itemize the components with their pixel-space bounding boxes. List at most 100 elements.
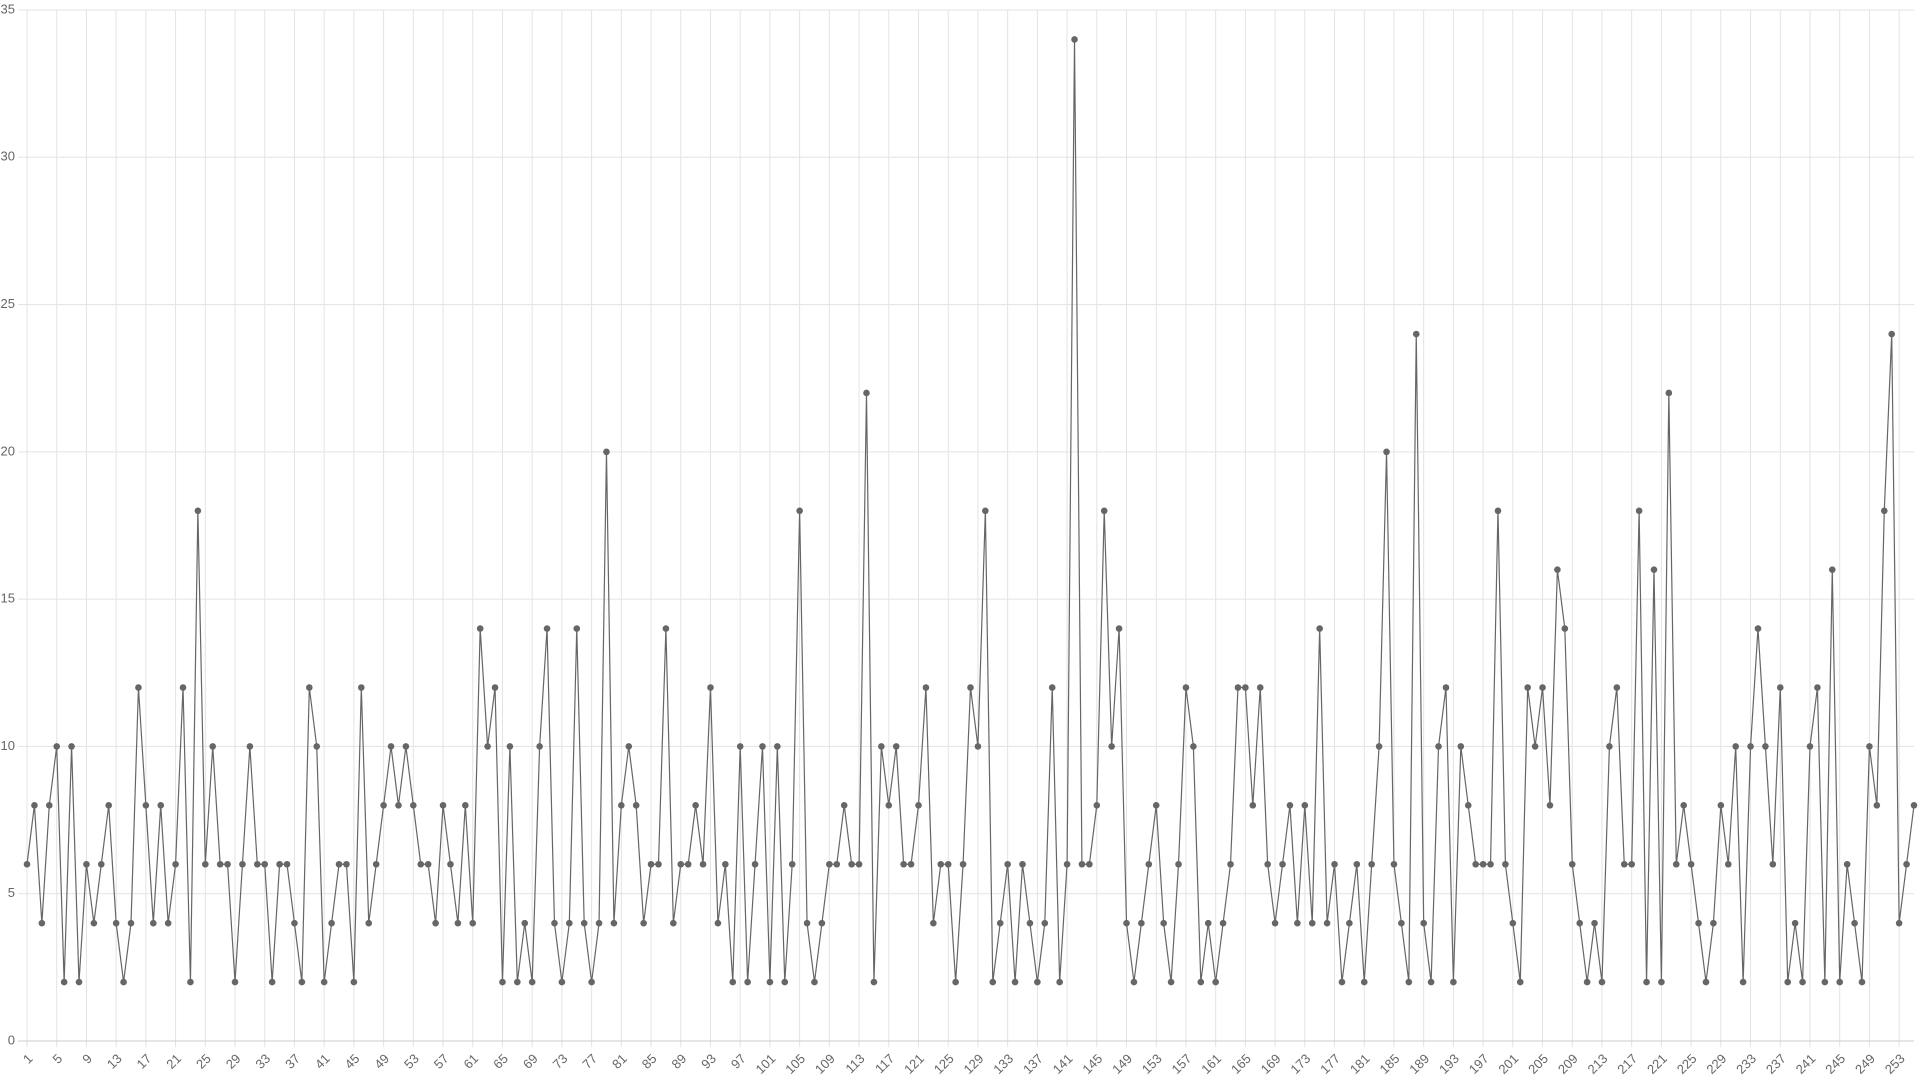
data-point xyxy=(937,860,945,868)
data-point xyxy=(1316,625,1323,632)
data-point xyxy=(1583,978,1591,986)
data-point xyxy=(1472,860,1479,868)
x-tick-label: 77 xyxy=(579,1051,600,1072)
data-point xyxy=(343,860,350,868)
y-tick-label: 0 xyxy=(8,1032,15,1047)
data-point xyxy=(632,802,640,809)
data-point xyxy=(1034,978,1041,986)
x-tick-label: 69 xyxy=(520,1051,541,1072)
data-point xyxy=(1643,978,1650,986)
x-tick-label: 81 xyxy=(609,1051,630,1072)
x-tick-label: 25 xyxy=(193,1051,214,1072)
data-point xyxy=(268,978,276,986)
data-point xyxy=(840,802,848,809)
data-point xyxy=(1717,802,1725,809)
data-point xyxy=(1108,743,1115,750)
data-point xyxy=(1331,860,1338,868)
data-point xyxy=(1762,743,1769,750)
data-point xyxy=(298,978,306,986)
y-tick-label: 20 xyxy=(1,443,15,458)
data-point xyxy=(1880,507,1888,515)
data-point xyxy=(595,919,603,927)
data-point xyxy=(982,507,989,515)
data-point xyxy=(1910,802,1918,809)
data-point xyxy=(811,978,818,986)
x-tick-label: 185 xyxy=(1377,1051,1403,1077)
data-point xyxy=(395,802,402,809)
data-point xyxy=(1130,978,1138,986)
data-point xyxy=(127,919,135,927)
data-point xyxy=(788,860,796,868)
data-point xyxy=(1843,860,1851,868)
data-point xyxy=(1836,978,1844,986)
x-tick-label: 237 xyxy=(1763,1051,1789,1077)
data-point xyxy=(1509,919,1517,927)
data-point xyxy=(97,860,105,868)
data-point xyxy=(45,802,53,809)
x-tick-label: 73 xyxy=(550,1051,571,1072)
data-point xyxy=(135,684,142,691)
data-point xyxy=(870,978,878,986)
x-tick-label: 49 xyxy=(371,1051,392,1072)
data-point xyxy=(1494,507,1502,515)
data-point xyxy=(1256,684,1264,691)
x-tick-label: 29 xyxy=(223,1051,244,1072)
data-point xyxy=(454,919,462,927)
x-tick-label: 93 xyxy=(698,1051,719,1072)
x-tick-label: 213 xyxy=(1585,1051,1611,1077)
data-point xyxy=(1011,978,1019,986)
data-point xyxy=(1427,978,1435,986)
data-point xyxy=(462,802,469,809)
data-point xyxy=(1851,919,1858,927)
data-point xyxy=(432,919,439,927)
data-point xyxy=(1123,919,1130,927)
data-point xyxy=(1145,860,1153,868)
x-tick-label: 53 xyxy=(401,1051,422,1072)
data-point xyxy=(1234,684,1242,691)
data-point xyxy=(410,802,417,809)
data-point xyxy=(365,919,373,927)
x-tick-label: 129 xyxy=(961,1051,987,1077)
data-point xyxy=(1078,860,1086,868)
data-point xyxy=(677,860,685,868)
x-tick-label: 125 xyxy=(931,1051,957,1077)
data-point xyxy=(1702,978,1710,986)
data-point xyxy=(1791,919,1799,927)
data-point xyxy=(930,919,937,927)
data-point xyxy=(952,978,959,986)
data-point xyxy=(885,802,893,809)
data-point xyxy=(1561,625,1569,632)
data-point xyxy=(53,743,61,750)
data-point xyxy=(1858,978,1866,986)
data-point xyxy=(239,860,246,868)
data-line xyxy=(26,39,1915,983)
data-point xyxy=(1539,684,1546,691)
data-point xyxy=(714,919,722,927)
data-point xyxy=(1115,625,1123,632)
x-tick-label: 149 xyxy=(1109,1051,1135,1077)
data-point xyxy=(417,860,425,868)
x-tick-label: 253 xyxy=(1882,1051,1908,1077)
data-point xyxy=(439,802,447,809)
data-point xyxy=(1665,389,1673,397)
data-point xyxy=(201,860,209,868)
data-point xyxy=(1672,860,1680,868)
data-point xyxy=(31,802,38,809)
data-point xyxy=(1613,684,1621,691)
data-point xyxy=(781,978,789,986)
data-point xyxy=(1606,743,1613,750)
data-point xyxy=(172,860,179,868)
y-tick-label: 10 xyxy=(1,738,15,753)
x-tick-label: 157 xyxy=(1169,1051,1195,1077)
data-point xyxy=(179,684,187,691)
x-tick-label: 197 xyxy=(1466,1051,1492,1077)
data-point xyxy=(996,919,1004,927)
data-point xyxy=(1628,860,1635,868)
data-point xyxy=(707,684,714,691)
data-point xyxy=(722,860,729,868)
data-point xyxy=(506,743,514,750)
x-tick-label: 113 xyxy=(842,1051,867,1076)
x-tick-label: 85 xyxy=(639,1051,660,1072)
x-tick-label: 65 xyxy=(490,1051,511,1072)
